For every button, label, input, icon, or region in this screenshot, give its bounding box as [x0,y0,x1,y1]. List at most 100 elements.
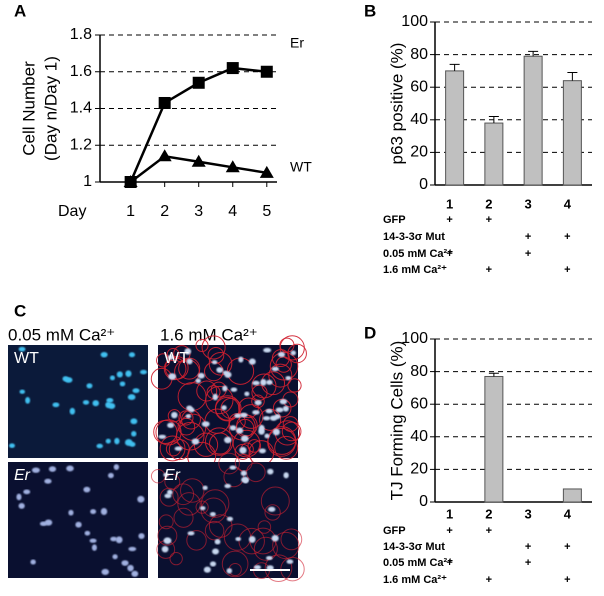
nucleus [226,516,234,522]
condition-label: 14-3-3σ Mut [383,231,445,243]
nucleus [119,381,126,387]
condition-mark: + [486,214,492,226]
y-tick-label: 1.6 [70,63,92,80]
membrane-stain [287,378,302,393]
condition-mark: + [446,214,452,226]
image-label: WT [14,350,39,367]
nucleus [239,446,247,454]
y-axis-label: (Day n/Day 1) [41,56,60,161]
nucleus [197,372,205,379]
nucleus [68,509,74,516]
nucleus [101,568,109,575]
membrane-stain [275,356,292,373]
membrane-stain [195,500,209,514]
nucleus [75,521,82,528]
nucleus [44,519,53,526]
nucleus [84,530,91,536]
nucleus [267,468,274,475]
nucleus [240,412,248,418]
nucleus [221,405,227,411]
nucleus [174,446,183,451]
error-bar [528,50,539,57]
nucleus [125,370,132,378]
membrane-stain [169,551,183,566]
marker [158,96,171,109]
nucleus [121,560,129,566]
x-tick-label: 2 [160,203,169,220]
nucleus [241,476,249,483]
condition-mark: + [486,574,492,586]
x-tick-label: 4 [228,203,237,220]
nucleus [9,443,15,448]
nucleus [191,438,200,445]
membrane-stain [166,348,180,362]
condition-mark: + [446,248,452,260]
condition-label: GFP [383,214,406,226]
marker [226,62,239,75]
nucleus [109,375,115,381]
membrane-stain [174,359,200,385]
y-tick-label: 20 [410,461,428,478]
error-bar [449,63,460,71]
nucleus [216,367,224,373]
nucleus [226,568,233,574]
nucleus [212,393,218,401]
membrane-stain [186,530,207,551]
bar [523,55,543,186]
nucleus [44,478,52,484]
image-label: WT [164,350,189,367]
bar [484,375,504,503]
condition-mark: + [564,264,570,276]
marker [225,160,240,173]
membrane-stain [282,416,299,432]
panel-label: C [14,301,26,320]
condition-mark: + [564,541,570,553]
nucleus [127,394,136,401]
condition-mark: + [525,248,531,260]
nucleus [100,351,108,358]
column-header: 1.6 mM Ca²⁺ [160,325,258,344]
nucleus [230,387,238,392]
nucleus [69,407,76,415]
nucleus [282,405,289,412]
condition-mark: + [564,231,570,243]
nucleus [112,554,118,560]
nucleus [30,559,36,565]
nucleus [201,421,210,427]
membrane-stain [215,396,240,422]
y-tick-label: 0 [419,176,428,193]
nucleus [171,411,178,419]
y-tick-label: 1.8 [70,26,92,43]
membrane-stain [193,432,219,457]
category-label: 4 [564,506,572,521]
condition-mark: + [525,231,531,243]
condition-label: 0.05 mM Ca²⁺ [383,557,453,569]
nucleus [62,376,69,382]
nucleus [128,352,136,358]
nucleus [209,561,217,567]
nucleus [260,379,267,386]
condition-label: 0.05 mM Ca²⁺ [383,248,453,260]
y-axis-label: p63 positive (%) [387,43,406,165]
category-label: 2 [485,506,492,521]
condition-label: 14-3-3σ Mut [383,541,445,553]
bar [484,122,504,186]
membrane-stain [238,527,265,555]
marker [191,154,206,167]
nucleus [110,536,118,542]
nucleus [240,470,247,476]
marker [123,175,138,187]
nucleus [222,385,228,392]
y-tick-label: 40 [410,428,428,445]
nucleus [252,410,260,415]
y-tick-label: 1.4 [70,100,92,117]
nucleus [271,366,279,372]
nucleus [184,348,192,355]
membrane-stain [234,443,251,460]
nucleus [268,506,276,512]
nucleus [91,544,97,551]
series-label: WT [290,159,312,175]
category-label: 1 [446,506,453,521]
membrane-stain [167,409,181,423]
membrane-stain [205,385,234,415]
